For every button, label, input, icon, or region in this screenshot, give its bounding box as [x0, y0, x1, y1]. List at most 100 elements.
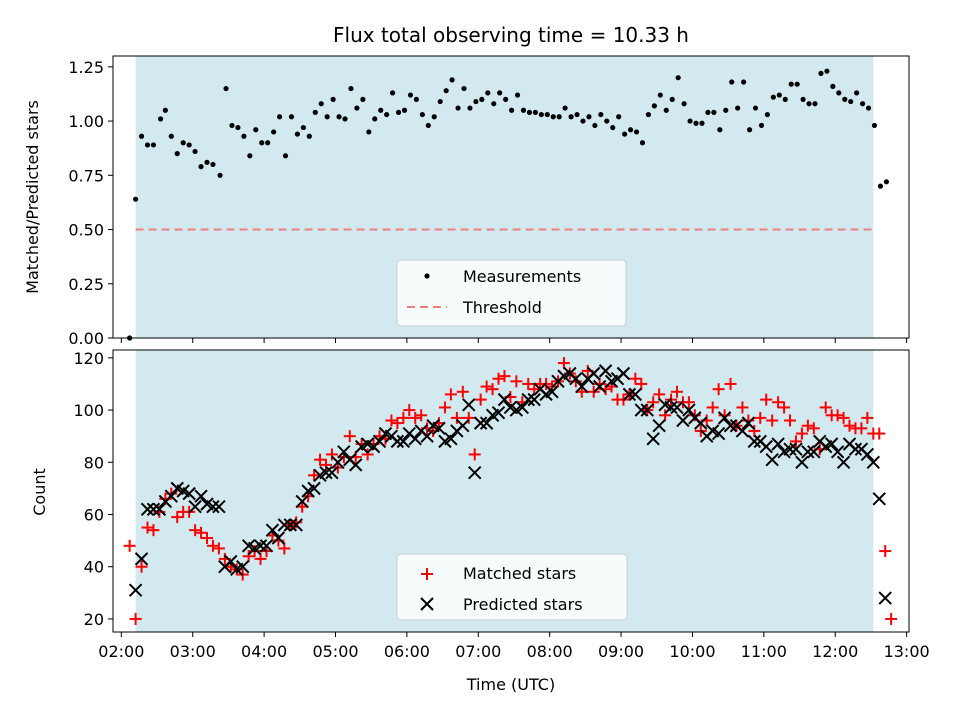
predicted-star-point [515, 400, 530, 415]
predicted-star-point [783, 442, 797, 456]
measurement-point [770, 94, 776, 100]
predicted-star-point [676, 413, 690, 428]
measurement-point [657, 92, 663, 98]
matched-star-point [343, 430, 356, 443]
predicted-star-point [408, 432, 422, 446]
predicted-star-point [747, 434, 762, 449]
top-panel: 0.00 0.25 0.50 0.75 1.00 1.25 Matched/Predict… [23, 55, 910, 348]
measurement-point [723, 107, 729, 113]
predicted-star-point [372, 434, 387, 449]
matched-star-point [528, 383, 541, 396]
matched-star-point [325, 448, 338, 461]
measurement-point [276, 114, 283, 120]
y-tick-label: 0.25 [68, 275, 104, 294]
predicted-star-point [325, 466, 339, 480]
predicted-star-point [271, 531, 286, 545]
matched-star-point [706, 401, 719, 414]
predicted-star-point [307, 481, 321, 496]
y-tick-label: 80 [84, 453, 104, 472]
predicted-star-point [771, 437, 785, 451]
measurement-point [800, 96, 806, 102]
y-tick-label: 0.00 [68, 329, 104, 348]
matched-star-point [403, 404, 416, 417]
measurement-point [717, 127, 723, 133]
matched-star-point [766, 414, 779, 427]
predicted-star-point [521, 392, 535, 407]
matched-star-point [361, 448, 374, 461]
measurement-point [848, 98, 854, 105]
legend-matched-marker [421, 568, 433, 580]
predicted-star-point [711, 426, 726, 441]
measurement-point [223, 85, 229, 92]
predicted-star-point [283, 518, 297, 532]
predicted-star-point [628, 387, 643, 402]
predicted-star-point [723, 419, 738, 433]
measurement-point [401, 107, 408, 113]
matched-star-point [522, 377, 535, 390]
measurement-point [138, 133, 145, 139]
matched-star-point [736, 401, 749, 414]
predicted-star-point [807, 445, 821, 459]
matched-star-point [385, 414, 398, 427]
matched-star-point [629, 372, 642, 385]
matched-star-point [819, 401, 832, 414]
predicted-star-point [468, 466, 482, 480]
x-tick-label: 03:00 [170, 642, 216, 661]
matched-star-point [480, 380, 493, 393]
bottom-panel-frame [112, 349, 910, 633]
predicted-star-point [206, 499, 220, 514]
predicted-star-point [795, 455, 809, 469]
matched-star-point [314, 453, 327, 466]
predicted-star-point [640, 403, 654, 417]
measurement-point [550, 114, 556, 120]
measurement-point [144, 142, 151, 148]
measurement-point [192, 148, 198, 155]
matched-star-point [789, 435, 802, 448]
predicted-star-point [194, 489, 208, 503]
top-x-axis-ticks [120, 338, 908, 343]
bottom-x-axis-ticks: 02:00 03:00 04:00 05:00 06:00 07:00 08:00 09:00… [98, 632, 930, 661]
measurement-point [300, 124, 306, 131]
predicted-star-point [694, 416, 708, 430]
measurement-point [514, 92, 521, 98]
measurement-point [598, 111, 604, 118]
measurement-point [675, 75, 681, 81]
predicted-star-point [801, 445, 815, 459]
measurement-point [788, 81, 794, 87]
measurement-point [366, 129, 372, 135]
predicted-star-point [349, 458, 363, 472]
measurement-point [651, 103, 657, 109]
predicted-star-point [188, 499, 202, 514]
matched-star-point [831, 409, 844, 422]
predicted-star-point [789, 442, 803, 456]
y-tick-label: 60 [84, 506, 104, 525]
predicted-star-point [462, 398, 476, 412]
measurement-point [479, 96, 485, 102]
predicted-star-point [860, 447, 875, 462]
x-tick-label: 13:00 [884, 642, 930, 661]
measurement-point [526, 109, 533, 115]
bottom-y-axis-label: Count [30, 468, 49, 516]
matched-star-point [724, 377, 737, 390]
matched-star-point [843, 419, 856, 432]
predicted-star-point [848, 442, 863, 456]
measurement-point [168, 133, 174, 139]
matched-star-point [206, 539, 219, 552]
measurement-point [204, 159, 210, 165]
matched-star-point [492, 372, 505, 385]
measurement-point [574, 111, 580, 118]
measurement-point [372, 116, 378, 122]
y-tick-label: 40 [84, 558, 104, 577]
x-tick-label: 08:00 [527, 642, 573, 661]
predicted-star-point [765, 452, 779, 467]
predicted-star-point [253, 539, 268, 553]
predicted-star-point [128, 583, 143, 597]
matched-star-point [409, 411, 422, 424]
matched-star-point [772, 396, 785, 409]
measurement-point [180, 140, 186, 146]
measurement-point [610, 124, 616, 131]
matched-star-point [557, 357, 570, 370]
measurement-point [604, 118, 610, 124]
measurement-point [330, 96, 336, 102]
